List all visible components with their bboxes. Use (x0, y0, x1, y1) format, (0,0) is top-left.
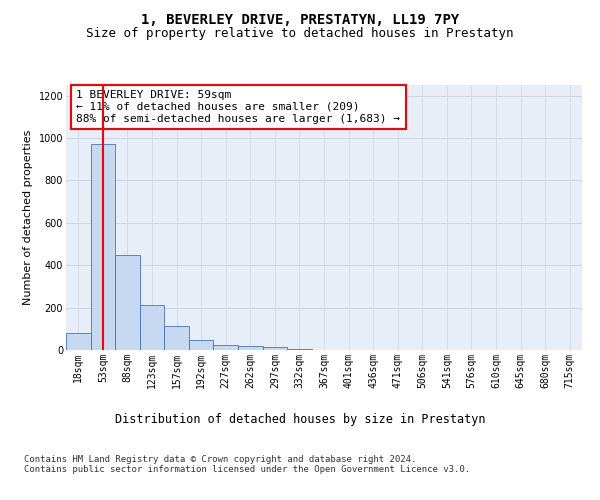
Bar (238, 346, 263, 350)
Text: Distribution of detached houses by size in Prestatyn: Distribution of detached houses by size … (115, 412, 485, 426)
Bar (214, 346, 238, 350)
Y-axis label: Number of detached properties: Number of detached properties (23, 130, 33, 305)
Text: Contains HM Land Registry data © Crown copyright and database right 2024.
Contai: Contains HM Land Registry data © Crown c… (24, 455, 470, 474)
Bar (140, 306, 164, 350)
Bar (164, 326, 189, 350)
Text: 1, BEVERLEY DRIVE, PRESTATYN, LL19 7PY: 1, BEVERLEY DRIVE, PRESTATYN, LL19 7PY (141, 12, 459, 26)
Text: 1 BEVERLEY DRIVE: 59sqm
← 11% of detached houses are smaller (209)
88% of semi-d: 1 BEVERLEY DRIVE: 59sqm ← 11% of detache… (76, 90, 400, 124)
Bar (287, 349, 312, 350)
Bar (263, 348, 287, 350)
Bar (91, 144, 115, 350)
Text: Size of property relative to detached houses in Prestatyn: Size of property relative to detached ho… (86, 28, 514, 40)
Bar (189, 340, 214, 350)
Bar (115, 254, 140, 350)
Bar (66, 333, 91, 350)
